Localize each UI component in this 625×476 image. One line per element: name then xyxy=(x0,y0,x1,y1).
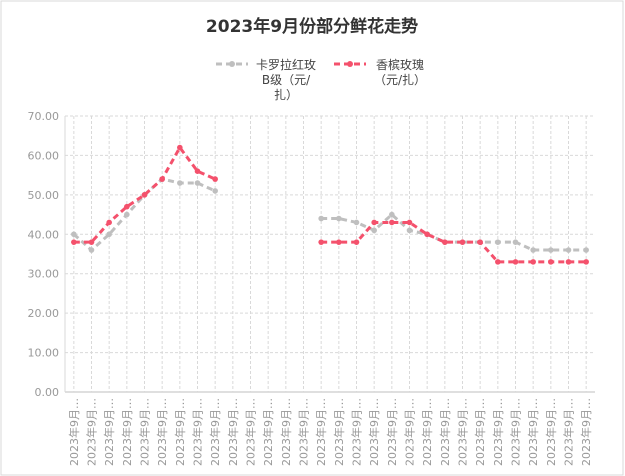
x-tick-label: 2023年9月… xyxy=(385,398,399,466)
x-tick-label: 2023年9月… xyxy=(138,398,152,466)
point xyxy=(495,259,501,265)
x-tick-label: 2023年9月… xyxy=(244,398,258,466)
point xyxy=(106,219,112,226)
point xyxy=(548,259,554,265)
x-tick-label: 2023年9月… xyxy=(473,398,487,466)
point xyxy=(71,231,77,238)
x-tick-label: 2023年9月… xyxy=(155,398,169,466)
x-tick-label: 2023年9月… xyxy=(279,398,293,466)
point xyxy=(371,219,377,226)
point xyxy=(177,144,183,151)
chart-title: 2023年9月份部分鲜花走势 xyxy=(206,16,418,37)
x-tick-label: 2023年9月… xyxy=(261,398,275,466)
legend-swatch xyxy=(334,61,366,67)
point xyxy=(141,192,148,198)
point xyxy=(106,231,112,238)
point xyxy=(71,239,77,245)
point xyxy=(583,247,589,253)
x-tick-label: 2023年9月… xyxy=(456,398,470,466)
point xyxy=(583,259,589,265)
point xyxy=(477,239,483,245)
legend-dot xyxy=(229,61,235,67)
x-tick-label: 2023年9月… xyxy=(191,398,205,466)
y-tick-label: 60.00 xyxy=(28,149,60,162)
point xyxy=(565,259,572,265)
x-tick-label: 2023年9月… xyxy=(120,398,134,466)
x-tick-label: 2023年9月… xyxy=(509,398,523,466)
point xyxy=(336,239,342,245)
x-tick-label: 2023年9月… xyxy=(67,398,81,466)
x-tick-label: 2023年9月… xyxy=(208,398,222,466)
x-tick-label: 2023年9月… xyxy=(579,398,593,466)
y-tick-label: 40.00 xyxy=(28,228,60,241)
legend-item: 香槟玫瑰（元/扎） xyxy=(333,58,443,88)
point xyxy=(353,239,360,245)
x-tick-label: 2023年9月… xyxy=(403,398,417,466)
point xyxy=(124,203,130,210)
point xyxy=(565,247,572,253)
legend-swatch xyxy=(216,61,248,67)
x-tick-label: 2023年9月… xyxy=(314,398,328,466)
x-tick-label: 2023年9月… xyxy=(526,398,540,466)
y-tick-label: 50.00 xyxy=(28,189,60,202)
y-tick-label: 30.00 xyxy=(28,268,60,281)
point xyxy=(194,168,201,174)
point xyxy=(389,211,395,218)
point xyxy=(459,239,466,245)
point xyxy=(530,259,536,265)
point xyxy=(512,239,519,245)
y-tick-label: 0.00 xyxy=(35,386,60,399)
point xyxy=(389,219,395,226)
x-tick-label: 2023年9月… xyxy=(332,398,346,466)
y-tick-label: 10.00 xyxy=(28,347,60,360)
point xyxy=(353,219,360,226)
point xyxy=(318,239,324,245)
legend-dot xyxy=(347,61,353,67)
x-tick-label: 2023年9月… xyxy=(562,398,576,466)
point xyxy=(212,176,218,182)
point xyxy=(371,227,377,234)
point xyxy=(124,211,130,218)
point xyxy=(212,188,218,194)
x-tick-label: 2023年9月… xyxy=(420,398,434,466)
x-tick-label: 2023年9月… xyxy=(173,398,187,466)
x-tick-label: 2023年9月… xyxy=(367,398,381,466)
point xyxy=(530,247,536,253)
point xyxy=(88,247,95,253)
point xyxy=(177,180,183,186)
x-tick-label: 2023年9月… xyxy=(438,398,452,466)
x-tick-label: 2023年9月… xyxy=(226,398,240,466)
legend-label: 香槟玫瑰（元/扎） xyxy=(373,58,427,87)
legend: 卡罗拉红玫B级（元/扎） 香槟玫瑰（元/扎） xyxy=(215,58,443,103)
point xyxy=(336,215,342,222)
x-tick-label: 2023年9月… xyxy=(491,398,505,466)
point xyxy=(88,239,95,245)
point xyxy=(548,247,554,253)
x-tick-label: 2023年9月… xyxy=(350,398,364,466)
legend-label: 卡罗拉红玫B级（元/扎） xyxy=(255,58,316,102)
x-tick-label: 2023年9月… xyxy=(85,398,99,466)
x-tick-label: 2023年9月… xyxy=(102,398,116,466)
point xyxy=(194,180,201,186)
x-tick-label: 2023年9月… xyxy=(297,398,311,466)
y-tick-label: 70.00 xyxy=(28,110,60,123)
point xyxy=(406,219,413,226)
y-tick-label: 20.00 xyxy=(28,307,60,320)
point xyxy=(159,176,165,182)
point xyxy=(406,227,413,234)
series-line xyxy=(73,144,587,264)
point xyxy=(495,239,501,245)
legend-item: 卡罗拉红玫B级（元/扎） xyxy=(215,58,333,103)
point xyxy=(318,215,324,222)
point xyxy=(442,239,448,245)
point xyxy=(512,259,519,265)
point xyxy=(424,231,430,238)
x-tick-label: 2023年9月… xyxy=(544,398,558,466)
